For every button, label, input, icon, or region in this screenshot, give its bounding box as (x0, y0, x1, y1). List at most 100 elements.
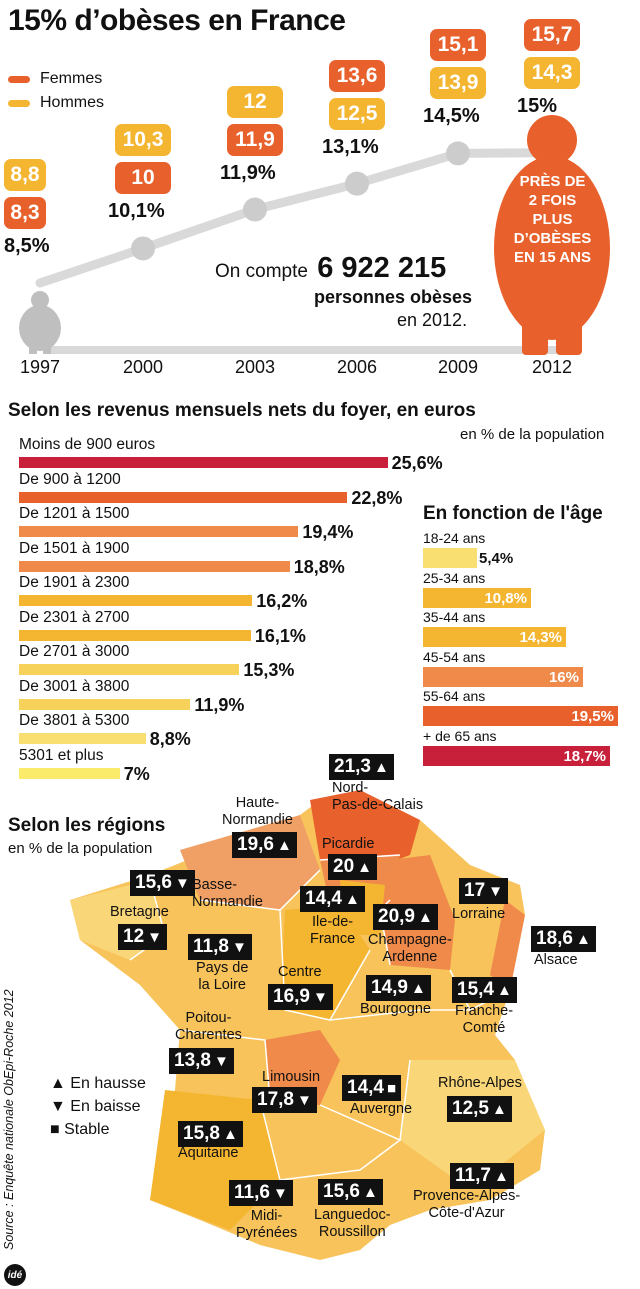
region-value: 12,5 (452, 1098, 489, 1119)
value-box-hommes: 12 (227, 85, 283, 118)
income-value-label: 25,6% (391, 453, 443, 473)
income-value-label: 18,8% (293, 556, 345, 577)
region-name-label: Midi- Pyrénées (236, 1208, 298, 1241)
year-label: 2006 (337, 357, 378, 377)
income-value-label: 19,4% (302, 522, 354, 542)
region-alsace-shape (490, 900, 525, 990)
region-value-box: 18,6 ▲ (531, 926, 596, 952)
triangle-up-icon: ▲ (491, 1100, 507, 1118)
triangle-down-icon: ▼ (213, 1052, 229, 1070)
value-box-femmes: 15,1 (430, 29, 486, 62)
triangle-up-icon: ▲ (344, 890, 360, 908)
income-category-label: De 1501 à 1900 (19, 539, 130, 557)
value-box-femmes: 8,3 (4, 197, 46, 229)
region-value: 19,6 (237, 834, 274, 855)
age-value-label: 18,7% (563, 747, 606, 765)
region-value: 15,8 (183, 1123, 220, 1144)
region-value: 15,6 (323, 1181, 360, 1202)
key-label: En hausse (70, 1075, 146, 1092)
region-value-box: 15,6 ▲ (318, 1179, 383, 1205)
region-name-label: Ile-de- France (310, 914, 356, 947)
region-value: 21,3 (334, 756, 371, 777)
triangle-up-icon: ▲ (276, 836, 292, 854)
square-icon: ■ (50, 1121, 60, 1138)
age-title: En fonction de l'âge (423, 503, 603, 524)
trend-chart: 1997 8,5% 8,8 8,3 2000 10,1% 10,3 10 2003 11,9% 12… (0, 0, 640, 390)
region-value-box: 20 ▲ (328, 854, 377, 880)
value-box-femmes: 10 (115, 162, 171, 195)
year-label: 2003 (235, 357, 276, 377)
age-bar (423, 627, 566, 647)
key-label: En baisse (70, 1098, 141, 1115)
triangle-up-icon: ▲ (357, 858, 372, 876)
triangle-up-icon: ▲ (410, 979, 426, 997)
age-category-label: 35-44 ans (423, 609, 486, 625)
region-value-box: 13,8 ▼ (169, 1048, 234, 1074)
triangle-up-icon: ▲ (575, 930, 591, 948)
age-category-label: 55-64 ans (423, 688, 486, 704)
region-name-label: Alsace (534, 952, 578, 968)
key-hausse: ▲ En hausse (50, 1075, 146, 1093)
region-value-box: 15,8 ▲ (178, 1121, 243, 1147)
age-bar (423, 666, 583, 687)
legend-swatch-hommes (8, 99, 30, 107)
triangle-up-icon: ▲ (373, 758, 389, 776)
triangle-down-icon: ▼ (147, 928, 162, 946)
income-bar (19, 767, 120, 779)
region-name-label: Provence-Alpes- Côte-d'Azur (413, 1188, 521, 1221)
region-value-box: 20,9 ▲ (373, 904, 438, 930)
region-name-label: Auvergne (350, 1101, 413, 1117)
region-name-label: Poitou- Charentes (175, 1010, 242, 1043)
figure-caption-line: D’OBÈSES (513, 230, 592, 247)
income-value-label: 11,9% (194, 694, 245, 715)
triangle-down-icon: ▼ (296, 1091, 312, 1109)
region-value: 11,6 (234, 1182, 270, 1203)
triangle-up-icon: ▲ (417, 908, 433, 926)
year-label: 1997 (20, 357, 61, 377)
region-value: 11,8 (193, 936, 229, 957)
region-paca-shape (400, 1060, 545, 1190)
region-name-label: Haute- Normandie (222, 795, 293, 828)
trend-point (243, 197, 267, 222)
income-bar (19, 560, 290, 572)
income-title: Selon les revenus mensuels nets du foyer… (8, 400, 476, 421)
region-value-box: 16,9 ▼ (268, 984, 333, 1010)
value-box-hommes: 13,9 (430, 67, 486, 100)
income-value-label: 22,8% (351, 487, 403, 508)
region-value-box: 14,4 ■ (342, 1075, 402, 1101)
triangle-up-icon: ▲ (222, 1125, 238, 1143)
income-bar (19, 526, 299, 537)
total-percent-label: 8,5% (4, 235, 50, 257)
triangle-down-icon: ▼ (231, 938, 247, 956)
trend-point (131, 236, 155, 261)
age-value-label: 14,3% (519, 629, 562, 646)
region-value: 14,4 (305, 888, 342, 909)
income-category-label: De 900 à 1200 (19, 470, 121, 488)
age-bar (423, 548, 477, 568)
region-value-box: 14,4 ▲ (300, 886, 365, 912)
income-chart: Moins de 900 euros 25,6% De 900 à 1200 22,8… (0, 436, 443, 796)
region-nord-shape (310, 790, 420, 870)
triangle-up-icon: ▲ (493, 1167, 509, 1185)
income-category-label: Moins de 900 euros (19, 436, 156, 453)
trend-dots (131, 141, 470, 261)
square-icon: ■ (386, 1079, 397, 1097)
region-name-label: Champagne- Ardenne (368, 932, 452, 965)
income-category-label: De 1901 à 2300 (19, 574, 130, 591)
region-value-box: 15,4 ▲ (452, 977, 517, 1003)
region-name-label: Bourgogne (360, 1001, 431, 1017)
triangle-up-icon: ▲ (496, 981, 512, 999)
region-name-label: Pays de la Loire (196, 960, 249, 993)
region-value-box: 21,3 ▲ (329, 754, 394, 780)
income-category-label: De 2301 à 2700 (19, 608, 130, 626)
region-value-box: 19,6 ▲ (232, 832, 297, 858)
legend-label-hommes: Hommes (40, 94, 105, 111)
region-name-label: Languedoc- Roussillon (314, 1207, 391, 1240)
region-value-box: 14,9 ▲ (366, 975, 431, 1001)
region-value: 15,6 (135, 872, 172, 893)
region-name-label: Nord- Pas-de-Calais (332, 780, 424, 813)
income-bar (19, 457, 388, 468)
age-category-label: 25-34 ans (423, 569, 486, 586)
region-value-box: 11,7 ▲ (450, 1163, 514, 1189)
age-value-label: 5,4% (479, 550, 514, 567)
